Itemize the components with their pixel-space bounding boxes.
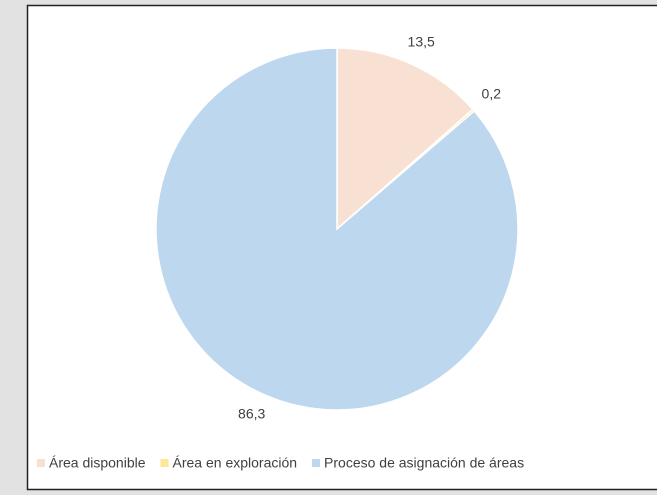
data-label: 13,5 <box>408 33 435 49</box>
legend-label: Área disponible <box>49 455 146 471</box>
legend-label: Área en exploración <box>173 455 298 471</box>
pie-slice <box>155 47 519 411</box>
legend-label: Proceso de asignación de áreas <box>324 455 524 471</box>
legend-marker <box>312 459 321 467</box>
data-label: 86,3 <box>238 406 265 422</box>
data-label: 0,2 <box>482 85 502 101</box>
legend-marker <box>37 459 45 467</box>
legend-marker <box>160 459 169 467</box>
pie-slice <box>336 47 474 231</box>
